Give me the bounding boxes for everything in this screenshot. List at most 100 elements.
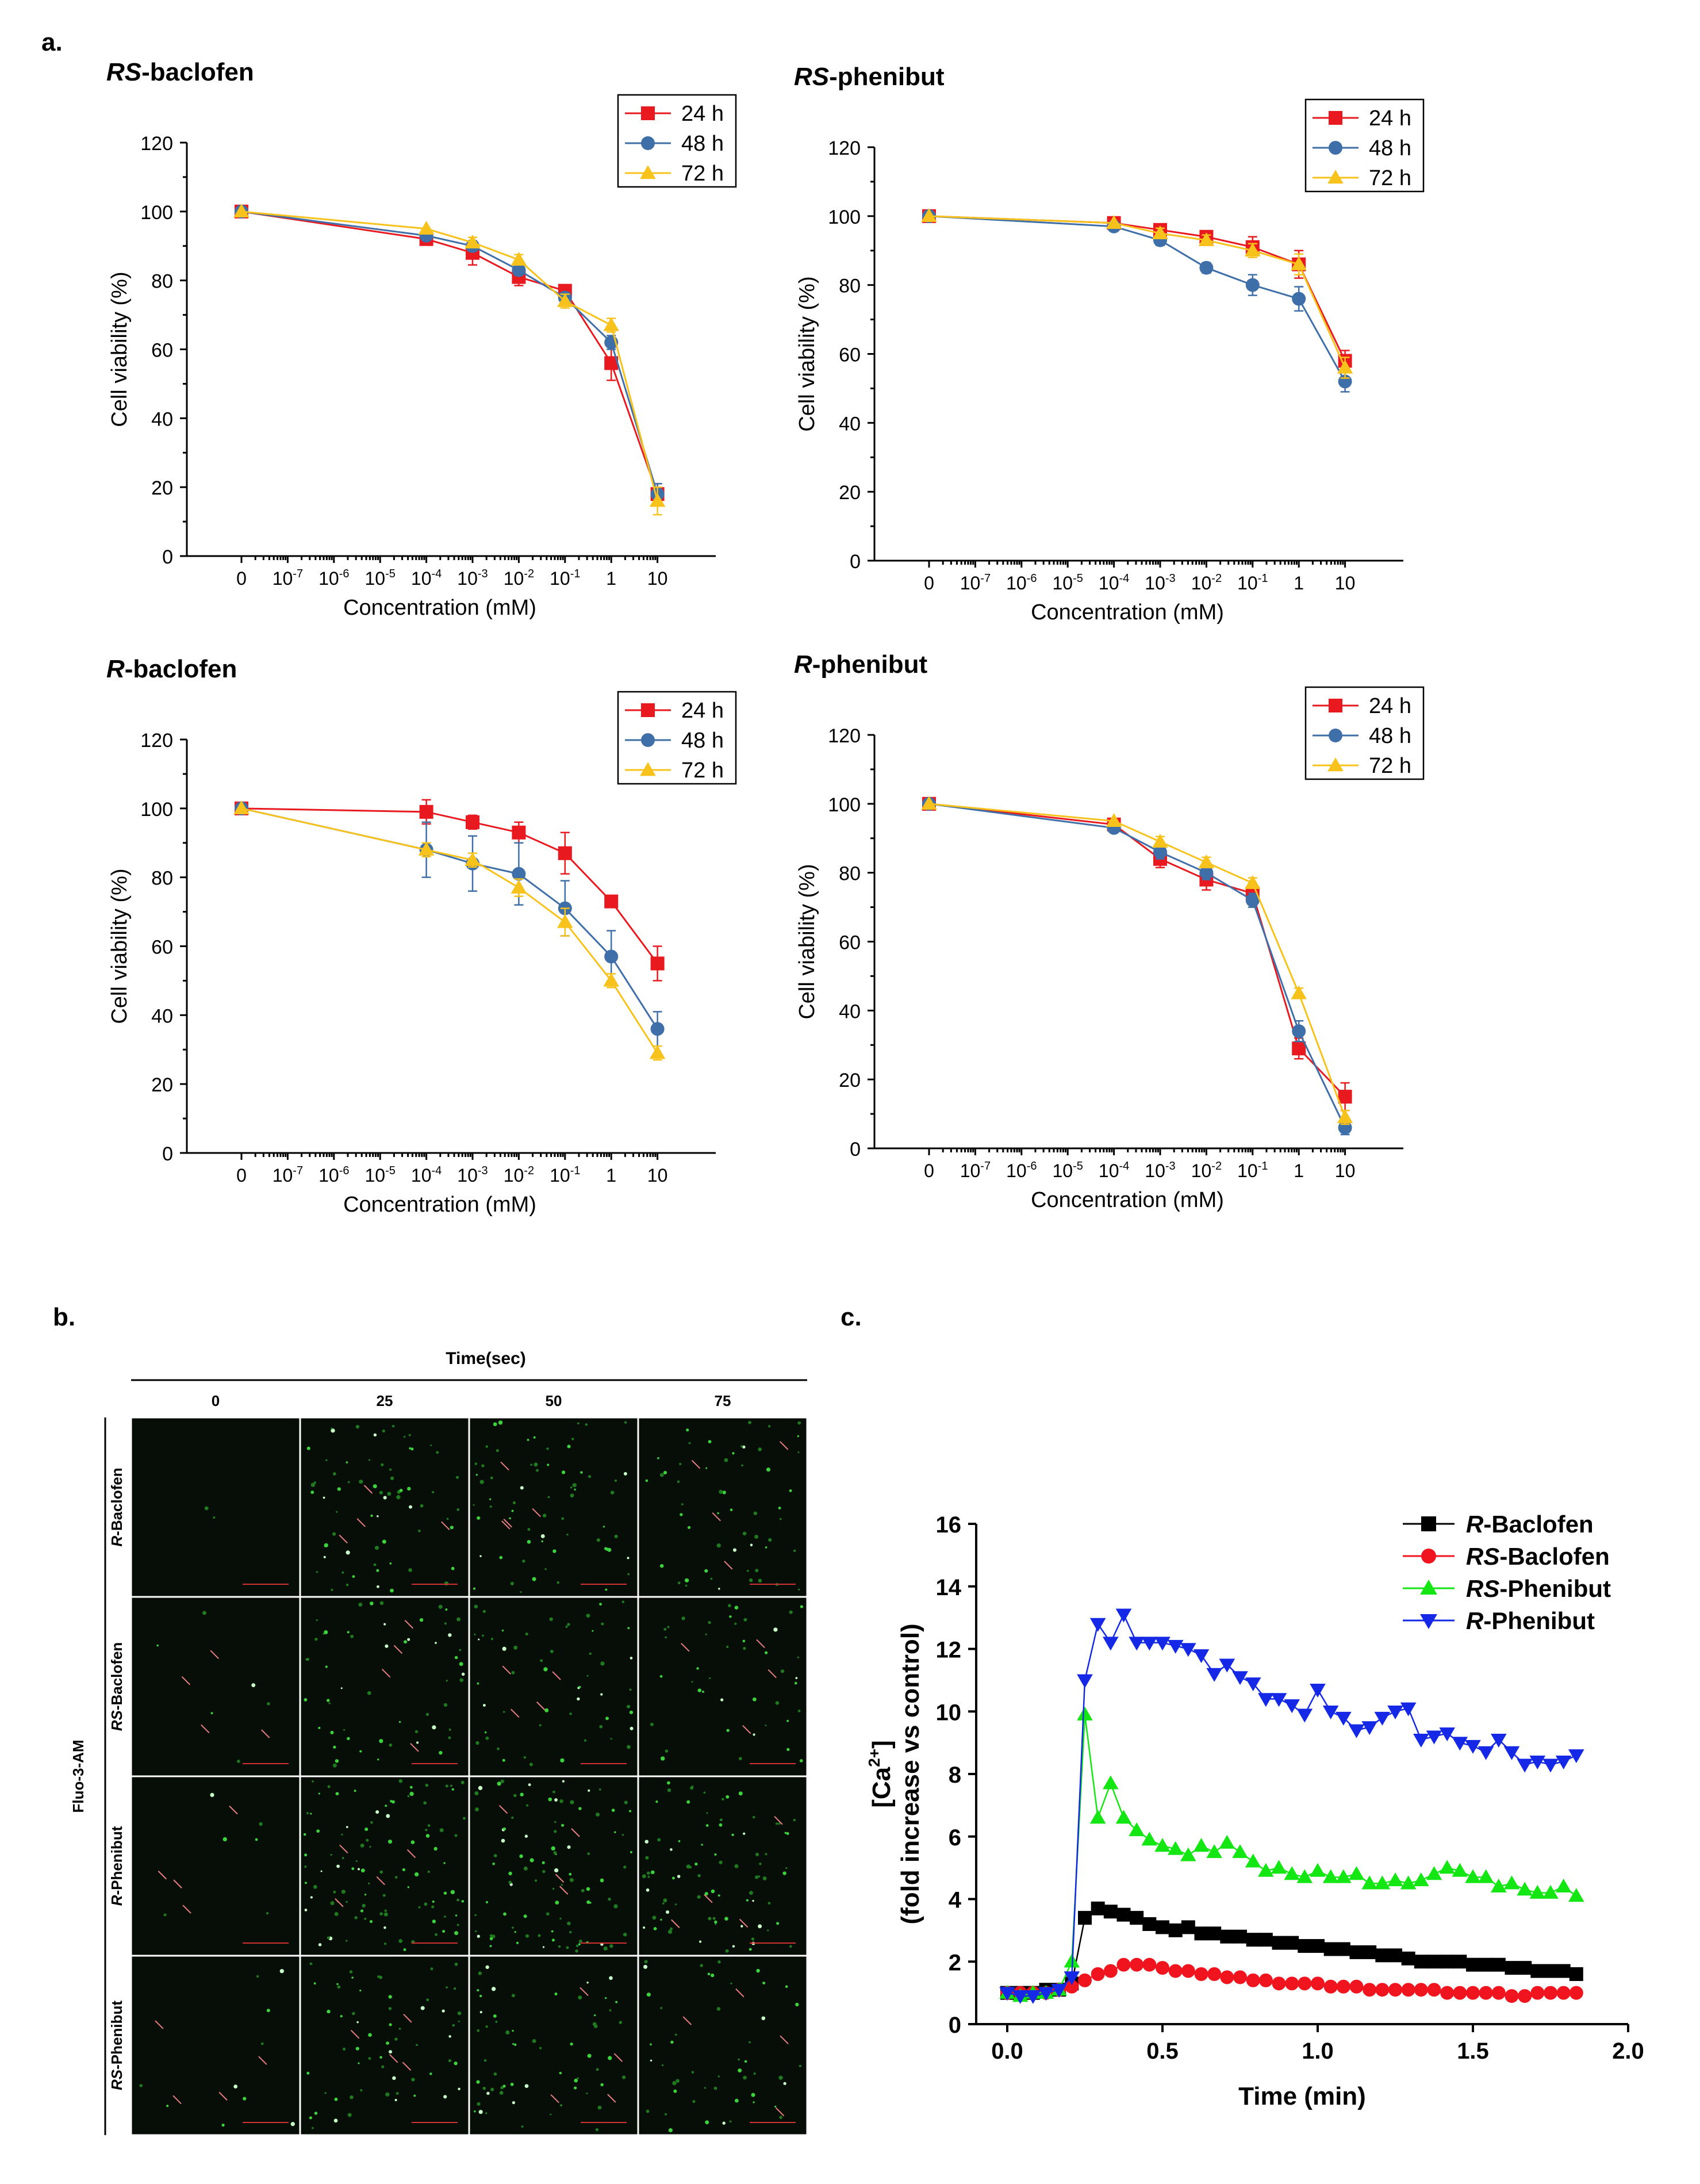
fluorescent-cell — [703, 1791, 706, 1794]
fluorescent-cell — [511, 1994, 515, 1998]
x-tick-label: 10-7 — [960, 1160, 991, 1181]
fluorescent-cell — [650, 1870, 655, 1875]
fluorescent-cell — [587, 2053, 592, 2058]
x-tick-label: 2.0 — [1612, 2039, 1644, 2064]
fluorescent-cell — [454, 1834, 458, 1837]
fluorescent-cell — [657, 1838, 661, 1842]
data-point — [1544, 1986, 1557, 2000]
arrow-annotation — [172, 2095, 182, 2105]
fluorescent-cell — [525, 1633, 528, 1636]
fluorescent-cell — [403, 1435, 406, 1438]
data-point — [1291, 985, 1307, 999]
arrow-annotation — [511, 1708, 520, 1718]
fluorescent-cell — [534, 1462, 538, 1467]
fluorescent-cell — [388, 2007, 392, 2010]
fluorescent-cell — [351, 1976, 354, 1979]
data-point — [1453, 1955, 1467, 1969]
data-point — [1245, 278, 1260, 292]
fluorescent-cell — [719, 1818, 723, 1822]
y-tick-label: 8 — [949, 1762, 961, 1788]
fluorescent-cell — [376, 1569, 379, 1572]
series-72h — [921, 208, 1353, 379]
fluorescent-cell — [789, 1610, 793, 1614]
fluorescent-cell — [614, 1831, 616, 1833]
fluorescent-cell — [392, 2076, 396, 2080]
micrograph-background — [637, 1775, 808, 1957]
fluorescent-cell — [410, 1447, 414, 1451]
fluorescent-cell — [425, 1834, 430, 1838]
fluorescent-cell — [502, 1711, 505, 1713]
fluorescent-cell — [316, 1619, 318, 1622]
fluorescent-cell — [720, 1698, 724, 1702]
fluorescent-cell — [630, 1851, 632, 1853]
fluorescent-cell — [554, 1798, 558, 1802]
fluorescent-cell — [394, 2037, 398, 2041]
fluorescent-cell — [370, 1514, 373, 1518]
fluorescent-cell — [581, 1888, 585, 1892]
data-point — [1115, 1810, 1132, 1824]
fluorescent-cell — [716, 2007, 721, 2011]
data-point — [649, 1045, 666, 1059]
fluorescent-cell — [704, 1892, 708, 1896]
data-point — [1479, 1957, 1493, 1972]
x-tick-label: 1.5 — [1457, 2039, 1489, 2064]
series-rs-baclofen — [1000, 1957, 1583, 2003]
data-point — [1258, 1933, 1273, 1947]
y-tick-label: 16 — [936, 1512, 962, 1538]
fluorescent-cell — [597, 2105, 602, 2110]
fluorescent-cell — [163, 1913, 167, 1917]
fluorescent-cell — [697, 1874, 701, 1878]
fluorescent-cell — [569, 1878, 574, 1882]
fluorescent-cell — [552, 1887, 555, 1890]
fluorescent-cell — [717, 2075, 720, 2078]
legend-marker — [1327, 170, 1344, 184]
fluorescent-cell — [390, 1476, 394, 1480]
fluorescent-cell — [778, 1507, 781, 1509]
x-tick-label: 10-4 — [411, 568, 442, 589]
data-point — [1542, 1884, 1559, 1899]
fluorescent-cell — [430, 1967, 433, 1971]
fluorescent-cell — [334, 2097, 338, 2101]
fluorescent-cell — [316, 1571, 318, 1573]
x-tick-exponent: -3 — [1165, 572, 1176, 585]
fluorescent-cell — [334, 1912, 339, 1916]
fluorescent-cell — [731, 1833, 734, 1837]
legend-box — [1304, 686, 1425, 780]
x-tick-base: 10 — [550, 568, 570, 589]
x-tick-base: 10 — [960, 1160, 981, 1181]
data-point — [1291, 256, 1307, 270]
data-point — [1168, 1923, 1183, 1937]
fluorescent-cell — [377, 1975, 380, 1978]
data-point — [1401, 1951, 1415, 1965]
fluorescent-cell — [793, 1819, 796, 1822]
fluorescent-cell — [567, 1623, 570, 1626]
fluorescent-cell — [479, 2011, 482, 2014]
fluorescent-cell — [709, 1677, 711, 1680]
x-tick-base: 10 — [1006, 1160, 1027, 1181]
fluorescent-cell — [749, 1948, 752, 1951]
fluorescent-cell — [560, 2104, 563, 2107]
y-tick-label: 60 — [151, 340, 173, 362]
arrow-annotation — [389, 2053, 398, 2063]
data-point — [1374, 1711, 1391, 1726]
fluorescent-cell — [418, 1529, 421, 1532]
fluorescent-cell — [330, 1901, 335, 1906]
data-point — [1323, 1979, 1338, 1994]
fluorescent-cell — [478, 2110, 483, 2114]
fluorescent-cell — [749, 2041, 751, 2044]
fluorescent-cell — [660, 1918, 662, 1921]
fluorescent-cell — [381, 2065, 385, 2068]
fluorescent-cell — [493, 2014, 497, 2018]
data-point — [1089, 1618, 1106, 1632]
fluorescent-cell — [670, 1927, 673, 1930]
fluorescent-cell — [512, 2043, 514, 2045]
fluorescent-cell — [527, 1540, 531, 1544]
fluorescent-cell — [435, 1642, 437, 1644]
fluorescent-cell — [482, 1704, 486, 1707]
data-point — [1542, 1758, 1559, 1773]
fluorescent-cell — [336, 1983, 339, 1986]
fluorescent-cell — [779, 2116, 782, 2119]
fluorescent-cell — [743, 1832, 746, 1835]
fluorescent-cell — [561, 1470, 566, 1474]
fluorescent-cell — [330, 1730, 334, 1734]
